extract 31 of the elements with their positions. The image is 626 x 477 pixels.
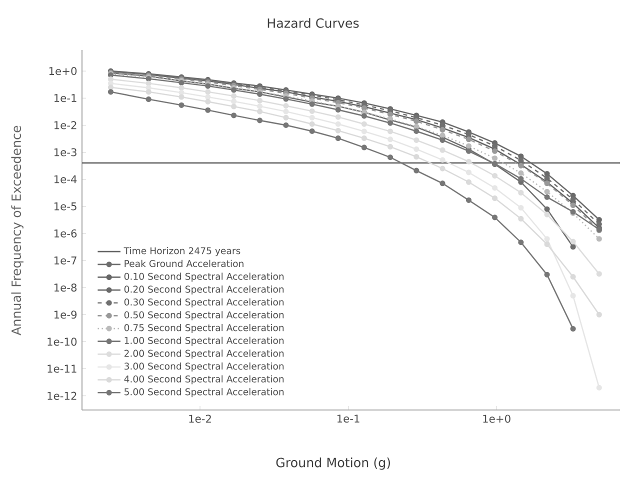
legend-label: 4.00 Second Spectral Acceleration xyxy=(124,375,284,384)
y-tick-label: 1e-10 xyxy=(48,338,77,346)
y-tick-label: 1e+0 xyxy=(49,67,77,76)
legend-label: 2.00 Second Spectral Acceleration xyxy=(124,350,284,359)
legend-label: 3.00 Second Spectral Acceleration xyxy=(124,362,284,372)
chart-title: Hazard Curves xyxy=(268,18,359,28)
legend-label: Time Horizon 2475 years xyxy=(124,247,240,256)
y-tick-label: 1e-11 xyxy=(48,364,76,373)
legend-label: 1.00 Second Spectral Acceleration xyxy=(124,336,284,346)
y-tick-label: 1e-5 xyxy=(54,202,76,210)
legend-label: 0.30 Second Spectral Acceleration xyxy=(124,298,284,308)
y-tick-label: 1e-7 xyxy=(54,256,76,264)
legend-label: 5.00 Second Spectral Acceleration xyxy=(124,388,284,398)
y-tick-label: 1e-1 xyxy=(54,94,76,102)
legend-label: Peak Ground Acceleration xyxy=(124,260,244,268)
y-tick-label: 1e-12 xyxy=(48,392,76,400)
x-tick-label: 1e-1 xyxy=(337,414,360,423)
y-tick-label: 1e-9 xyxy=(54,310,77,319)
legend-label: 0.20 Second Spectral Acceleration xyxy=(124,286,284,295)
y-tick-label: 1e-8 xyxy=(54,284,77,292)
legend-label: 0.10 Second Spectral Acceleration xyxy=(124,272,284,282)
x-tick-label: 1e-2 xyxy=(189,414,211,423)
y-axis-title: Annual Frequency of Exceedence xyxy=(11,126,24,336)
y-tick-label: 1e-3 xyxy=(54,148,76,156)
legend-label: 0.75 Second Spectral Acceleration xyxy=(124,324,284,334)
y-tick-label: 1e-6 xyxy=(54,229,77,238)
x-tick-label: 1e+0 xyxy=(483,414,510,423)
y-tick-label: 1e-4 xyxy=(54,175,77,184)
x-axis-title: Ground Motion (g) xyxy=(276,458,390,470)
y-tick-label: 1e-2 xyxy=(54,121,76,130)
legend-label: 0.50 Second Spectral Acceleration xyxy=(124,311,284,320)
